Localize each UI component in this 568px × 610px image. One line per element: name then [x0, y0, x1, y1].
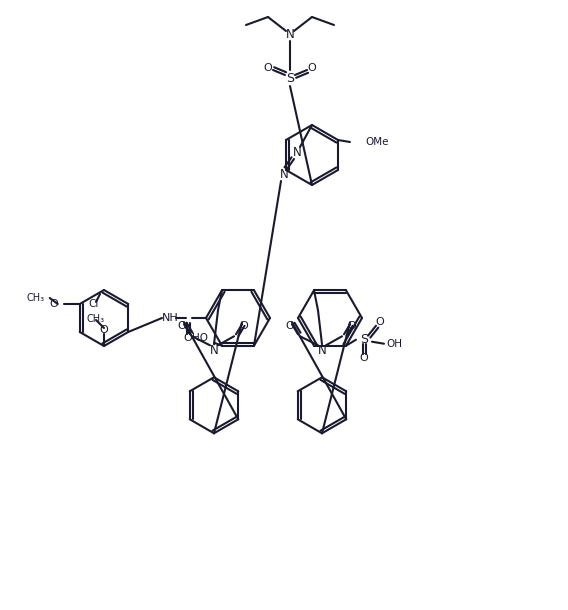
Text: OMe: OMe	[365, 137, 389, 147]
Text: O: O	[240, 321, 248, 331]
Text: O: O	[308, 63, 316, 73]
Text: S: S	[286, 71, 294, 85]
Text: N: N	[279, 168, 289, 182]
Text: O: O	[360, 353, 369, 363]
Text: O: O	[264, 63, 273, 73]
Text: O: O	[348, 321, 356, 331]
Text: O: O	[286, 321, 294, 331]
Text: NH: NH	[162, 313, 178, 323]
Text: S: S	[360, 333, 368, 346]
Text: O: O	[99, 325, 108, 335]
Text: O: O	[183, 333, 193, 343]
Text: HO: HO	[192, 332, 208, 343]
Text: OH: OH	[386, 339, 402, 349]
Text: N: N	[318, 344, 327, 357]
Text: CH₃: CH₃	[87, 314, 105, 324]
Text: N: N	[210, 344, 218, 357]
Text: N: N	[293, 146, 302, 159]
Text: Cl: Cl	[89, 299, 99, 309]
Text: CH₃: CH₃	[27, 293, 45, 303]
Text: O: O	[178, 321, 186, 331]
Text: N: N	[286, 29, 294, 41]
Text: O: O	[375, 317, 385, 327]
Text: O: O	[49, 299, 58, 309]
